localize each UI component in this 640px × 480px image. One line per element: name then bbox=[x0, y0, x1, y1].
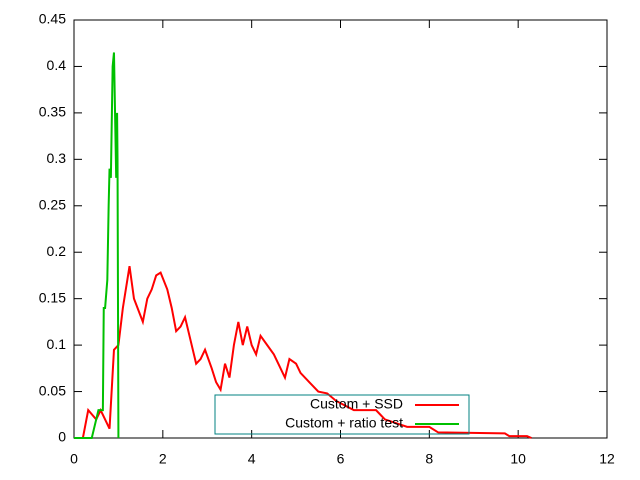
x-tick-label: 12 bbox=[599, 451, 615, 467]
legend-label: Custom + SSD bbox=[310, 396, 403, 412]
x-tick-label: 8 bbox=[425, 451, 433, 467]
y-tick-label: 0.1 bbox=[47, 336, 67, 352]
x-tick-label: 2 bbox=[159, 451, 167, 467]
y-tick-label: 0.4 bbox=[47, 57, 67, 73]
y-tick-label: 0.45 bbox=[39, 11, 66, 27]
series-line bbox=[74, 265, 532, 439]
y-tick-label: 0.05 bbox=[39, 382, 66, 398]
y-tick-label: 0.15 bbox=[39, 289, 66, 305]
y-tick-label: 0.2 bbox=[47, 243, 67, 259]
legend-box bbox=[214, 394, 470, 435]
y-tick-label: 0.35 bbox=[39, 104, 66, 120]
x-tick-label: 6 bbox=[337, 451, 345, 467]
x-tick-label: 10 bbox=[510, 451, 526, 467]
y-tick-label: 0 bbox=[58, 429, 66, 445]
y-tick-label: 0.25 bbox=[39, 196, 66, 212]
x-tick-label: 0 bbox=[70, 451, 78, 467]
series-line bbox=[74, 52, 120, 439]
y-tick-label: 0.3 bbox=[47, 150, 67, 166]
legend-label: Custom + ratio test bbox=[285, 415, 403, 431]
x-tick-label: 4 bbox=[248, 451, 256, 467]
plot-border bbox=[73, 19, 608, 439]
